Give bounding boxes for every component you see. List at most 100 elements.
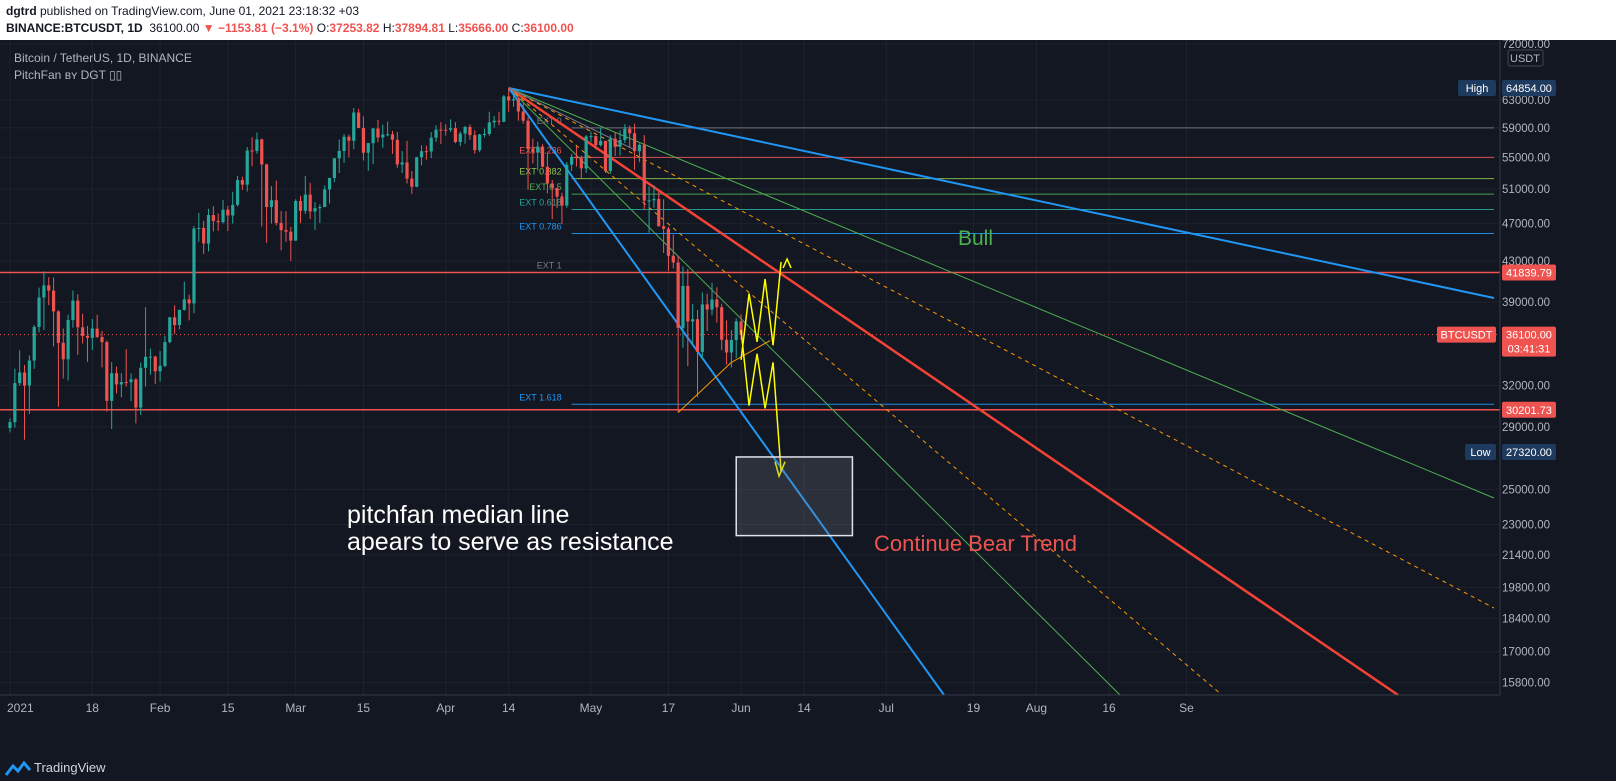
candle-body [211, 214, 215, 222]
annotation-note-line2[interactable]: apears to serve as resistance [347, 528, 674, 556]
pitchfan-line[interactable] [508, 87, 1495, 499]
time-tick-label: Feb [150, 701, 171, 715]
candle-body [536, 146, 540, 153]
candle-body [327, 177, 332, 190]
candle-body [153, 356, 157, 372]
time-tick-label: May [580, 701, 603, 715]
candle-body [647, 200, 651, 202]
high-value: 37894.81 [394, 21, 445, 35]
candle-body [492, 120, 496, 123]
annotation-note-line1[interactable]: pitchfan median line [347, 501, 569, 529]
price-tick-label: 72000.00 [1502, 40, 1550, 51]
candle-body [516, 99, 520, 112]
candle-body [695, 319, 700, 352]
candle-body [143, 356, 148, 368]
badge-value-box[interactable] [1502, 401, 1556, 418]
tradingview-logo-icon [5, 761, 31, 776]
candle-body [289, 231, 293, 241]
time-tick-label: 17 [662, 701, 676, 715]
candles [8, 88, 743, 440]
candle-body [511, 99, 516, 101]
candle-body [603, 140, 608, 172]
price-change: −1153.81 (−3.1%) [217, 21, 314, 35]
candle-body [226, 209, 230, 216]
time-tick-label: 18 [86, 701, 100, 715]
annotation-bear[interactable]: Continue Bear Trend [874, 531, 1077, 556]
candle-body [37, 297, 41, 327]
footer-brand[interactable]: TradingView [34, 760, 106, 775]
extension-level-label: EXT 0 [537, 116, 562, 126]
extension-level-label: EXT 1 [537, 261, 562, 271]
badge-value-box[interactable] [1502, 264, 1556, 281]
candle-body [177, 309, 182, 326]
candle-body [618, 140, 622, 147]
badge-value-box[interactable] [1502, 444, 1556, 460]
price-tick-label: 51000.00 [1502, 184, 1550, 196]
badge-label-box [1458, 80, 1496, 96]
candle-body [274, 200, 278, 223]
candle-body [361, 128, 366, 153]
author-name[interactable]: dgtrd [6, 4, 37, 18]
time-tick-label: Aug [1026, 701, 1047, 715]
badge-value-box[interactable] [1502, 80, 1556, 96]
annotation-bull[interactable]: Bull [958, 227, 993, 250]
badge-label: BTCUSDT [1441, 330, 1493, 342]
time-tick-label: Jul [879, 701, 894, 715]
candle-body [502, 96, 506, 122]
candle-body [260, 139, 264, 165]
pitchfan-line[interactable] [508, 87, 1121, 696]
pitchfan-lines [507, 86, 1495, 697]
candle-body [545, 166, 550, 184]
candle-body [623, 128, 627, 141]
target-zone-box[interactable] [735, 456, 854, 537]
candle-body [458, 133, 462, 142]
candle-body [342, 136, 346, 151]
triangle-line[interactable] [731, 340, 771, 363]
publish-header: dgtrd published on TradingView.com, June… [0, 0, 1616, 40]
candle-body [71, 300, 75, 321]
bear-arrowhead-icon [774, 461, 786, 479]
time-axis: 2021 18 Feb 15 Mar 15 Apr 14 May 17 Jun 14 Jul 19 Aug 1… [0, 694, 1500, 715]
candle-body [76, 300, 80, 328]
candle-body [724, 339, 729, 353]
badge-value: 36100.00 [1506, 330, 1552, 342]
badge-value-box[interactable] [1502, 326, 1556, 357]
symbol-line: BINANCE:BTCUSDT, 1D [6, 21, 143, 35]
pitchfan-line[interactable] [508, 87, 1495, 299]
candle-body [415, 157, 419, 187]
published-info: published on TradingView.com, June 01, 2… [40, 4, 360, 18]
publish-line: dgtrd published on TradingView.com, June… [6, 4, 359, 18]
time-tick-label: Se [1179, 701, 1194, 715]
chart-canvas[interactable]: EXT 0 EXT 0.236 EXT 0.382 EXT 0.5 EXT 0.618 E… [0, 39, 1616, 756]
candle-body [100, 336, 104, 343]
candle-body [637, 144, 641, 152]
pitchfan-line[interactable] [508, 87, 1495, 609]
candle-body [298, 200, 303, 211]
candle-body [313, 208, 317, 212]
candle-body [666, 228, 671, 256]
badge-countdown: 03:41:31 [1508, 344, 1551, 356]
currency-box[interactable] [1507, 49, 1544, 67]
candle-body [235, 180, 240, 205]
candle-body [51, 290, 56, 312]
candle-body [66, 320, 70, 360]
candle-body [599, 140, 603, 146]
price-tick-label: 17000.00 [1502, 647, 1550, 659]
candle-body [555, 187, 559, 197]
extension-level-label: EXT 0.236 [519, 145, 561, 155]
bear-projection-path[interactable] [740, 329, 782, 472]
price-badges: High 64854.00 41839.79 BTCUSDT 36100.00 03:41… [1437, 80, 1556, 460]
last-price: 36100.00 [149, 21, 200, 35]
candle-body [410, 178, 414, 187]
badge-value: 64854.00 [1506, 83, 1552, 95]
candle-body [570, 156, 574, 165]
candle-body [589, 136, 593, 138]
candle-body [739, 321, 743, 335]
candle-body [681, 285, 685, 328]
candle-body [81, 327, 85, 336]
pitchfan-line[interactable] [507, 86, 1399, 697]
pitchfan-line[interactable] [507, 87, 945, 696]
bull-projection-path[interactable] [740, 261, 782, 360]
chart-area[interactable]: EXT 0 EXT 0.236 EXT 0.382 EXT 0.5 EXT 0.618 E… [0, 39, 1616, 756]
triangle-line[interactable] [677, 362, 732, 413]
